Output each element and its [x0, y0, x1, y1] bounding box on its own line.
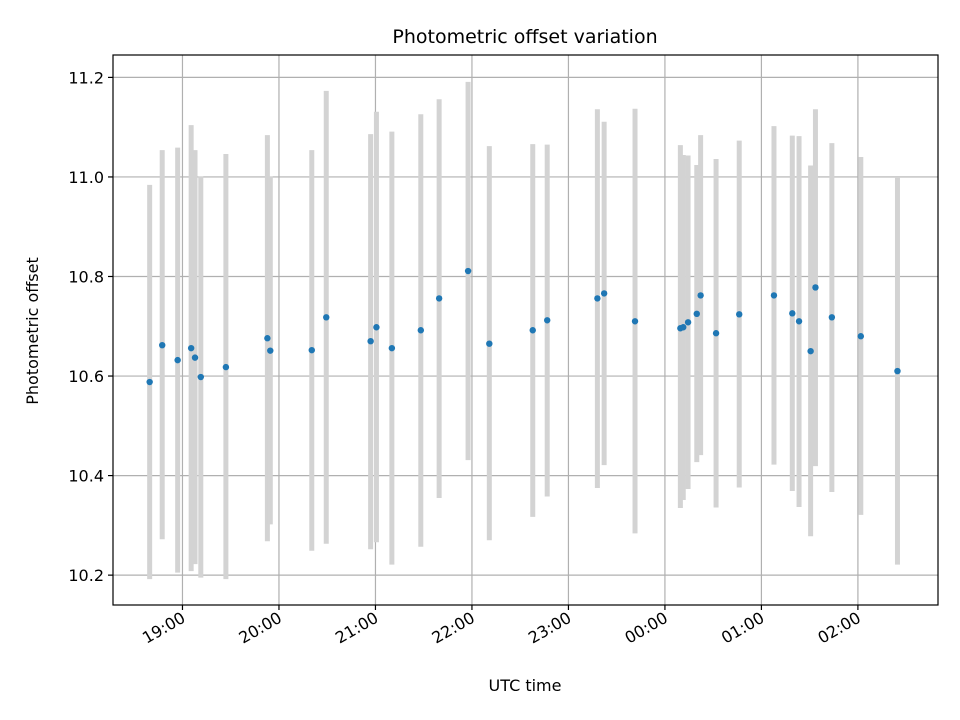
- data-point: [159, 341, 166, 349]
- data-point: [770, 292, 778, 299]
- y-tick-label: 10.2: [68, 566, 104, 585]
- data-point: [187, 344, 195, 352]
- data-point: [323, 314, 330, 321]
- data-point: [680, 324, 687, 331]
- data-point: [367, 337, 374, 345]
- data-point: [308, 346, 315, 354]
- data-point: [894, 367, 901, 375]
- data-point: [697, 292, 704, 299]
- data-point: [197, 373, 205, 381]
- data-point: [812, 284, 819, 291]
- plot-frame: [112, 54, 939, 606]
- data-point: [795, 318, 803, 325]
- data-point: [789, 310, 796, 317]
- data-point: [388, 344, 396, 352]
- data-point: [486, 340, 493, 347]
- data-point: [222, 363, 230, 371]
- data-point: [600, 290, 608, 297]
- y-tick-label: 10.4: [68, 467, 104, 486]
- y-tick-label: 11.2: [68, 68, 104, 87]
- data-point: [464, 267, 472, 275]
- x-axis-label: UTC time: [489, 676, 562, 695]
- data-point: [435, 295, 443, 302]
- data-point: [417, 327, 425, 334]
- y-tick-label: 10.8: [68, 267, 104, 286]
- data-point: [857, 333, 865, 340]
- data-point: [631, 318, 639, 325]
- data-point: [828, 314, 836, 321]
- y-axis-label: Photometric offset: [23, 257, 42, 405]
- data-point: [807, 347, 814, 355]
- data-point: [373, 324, 380, 331]
- y-tick-label: 11.0: [68, 168, 104, 187]
- data-point: [684, 319, 692, 326]
- data-point: [594, 295, 601, 302]
- data-point: [736, 311, 743, 318]
- data-point: [267, 347, 274, 354]
- y-axis-ticks: 10.2 10.4 10.6 10.8 11.0 11.2: [68, 68, 113, 585]
- data-point: [191, 354, 199, 361]
- data-point: [693, 310, 700, 318]
- data-points: [146, 267, 901, 386]
- data-point: [174, 356, 181, 364]
- y-tick-label: 10.6: [68, 367, 104, 386]
- data-point: [264, 335, 271, 342]
- data-point: [544, 317, 551, 324]
- data-point: [712, 330, 720, 337]
- chart-title: Photometric offset variation: [392, 26, 657, 48]
- data-point: [146, 378, 153, 386]
- data-point: [529, 327, 536, 334]
